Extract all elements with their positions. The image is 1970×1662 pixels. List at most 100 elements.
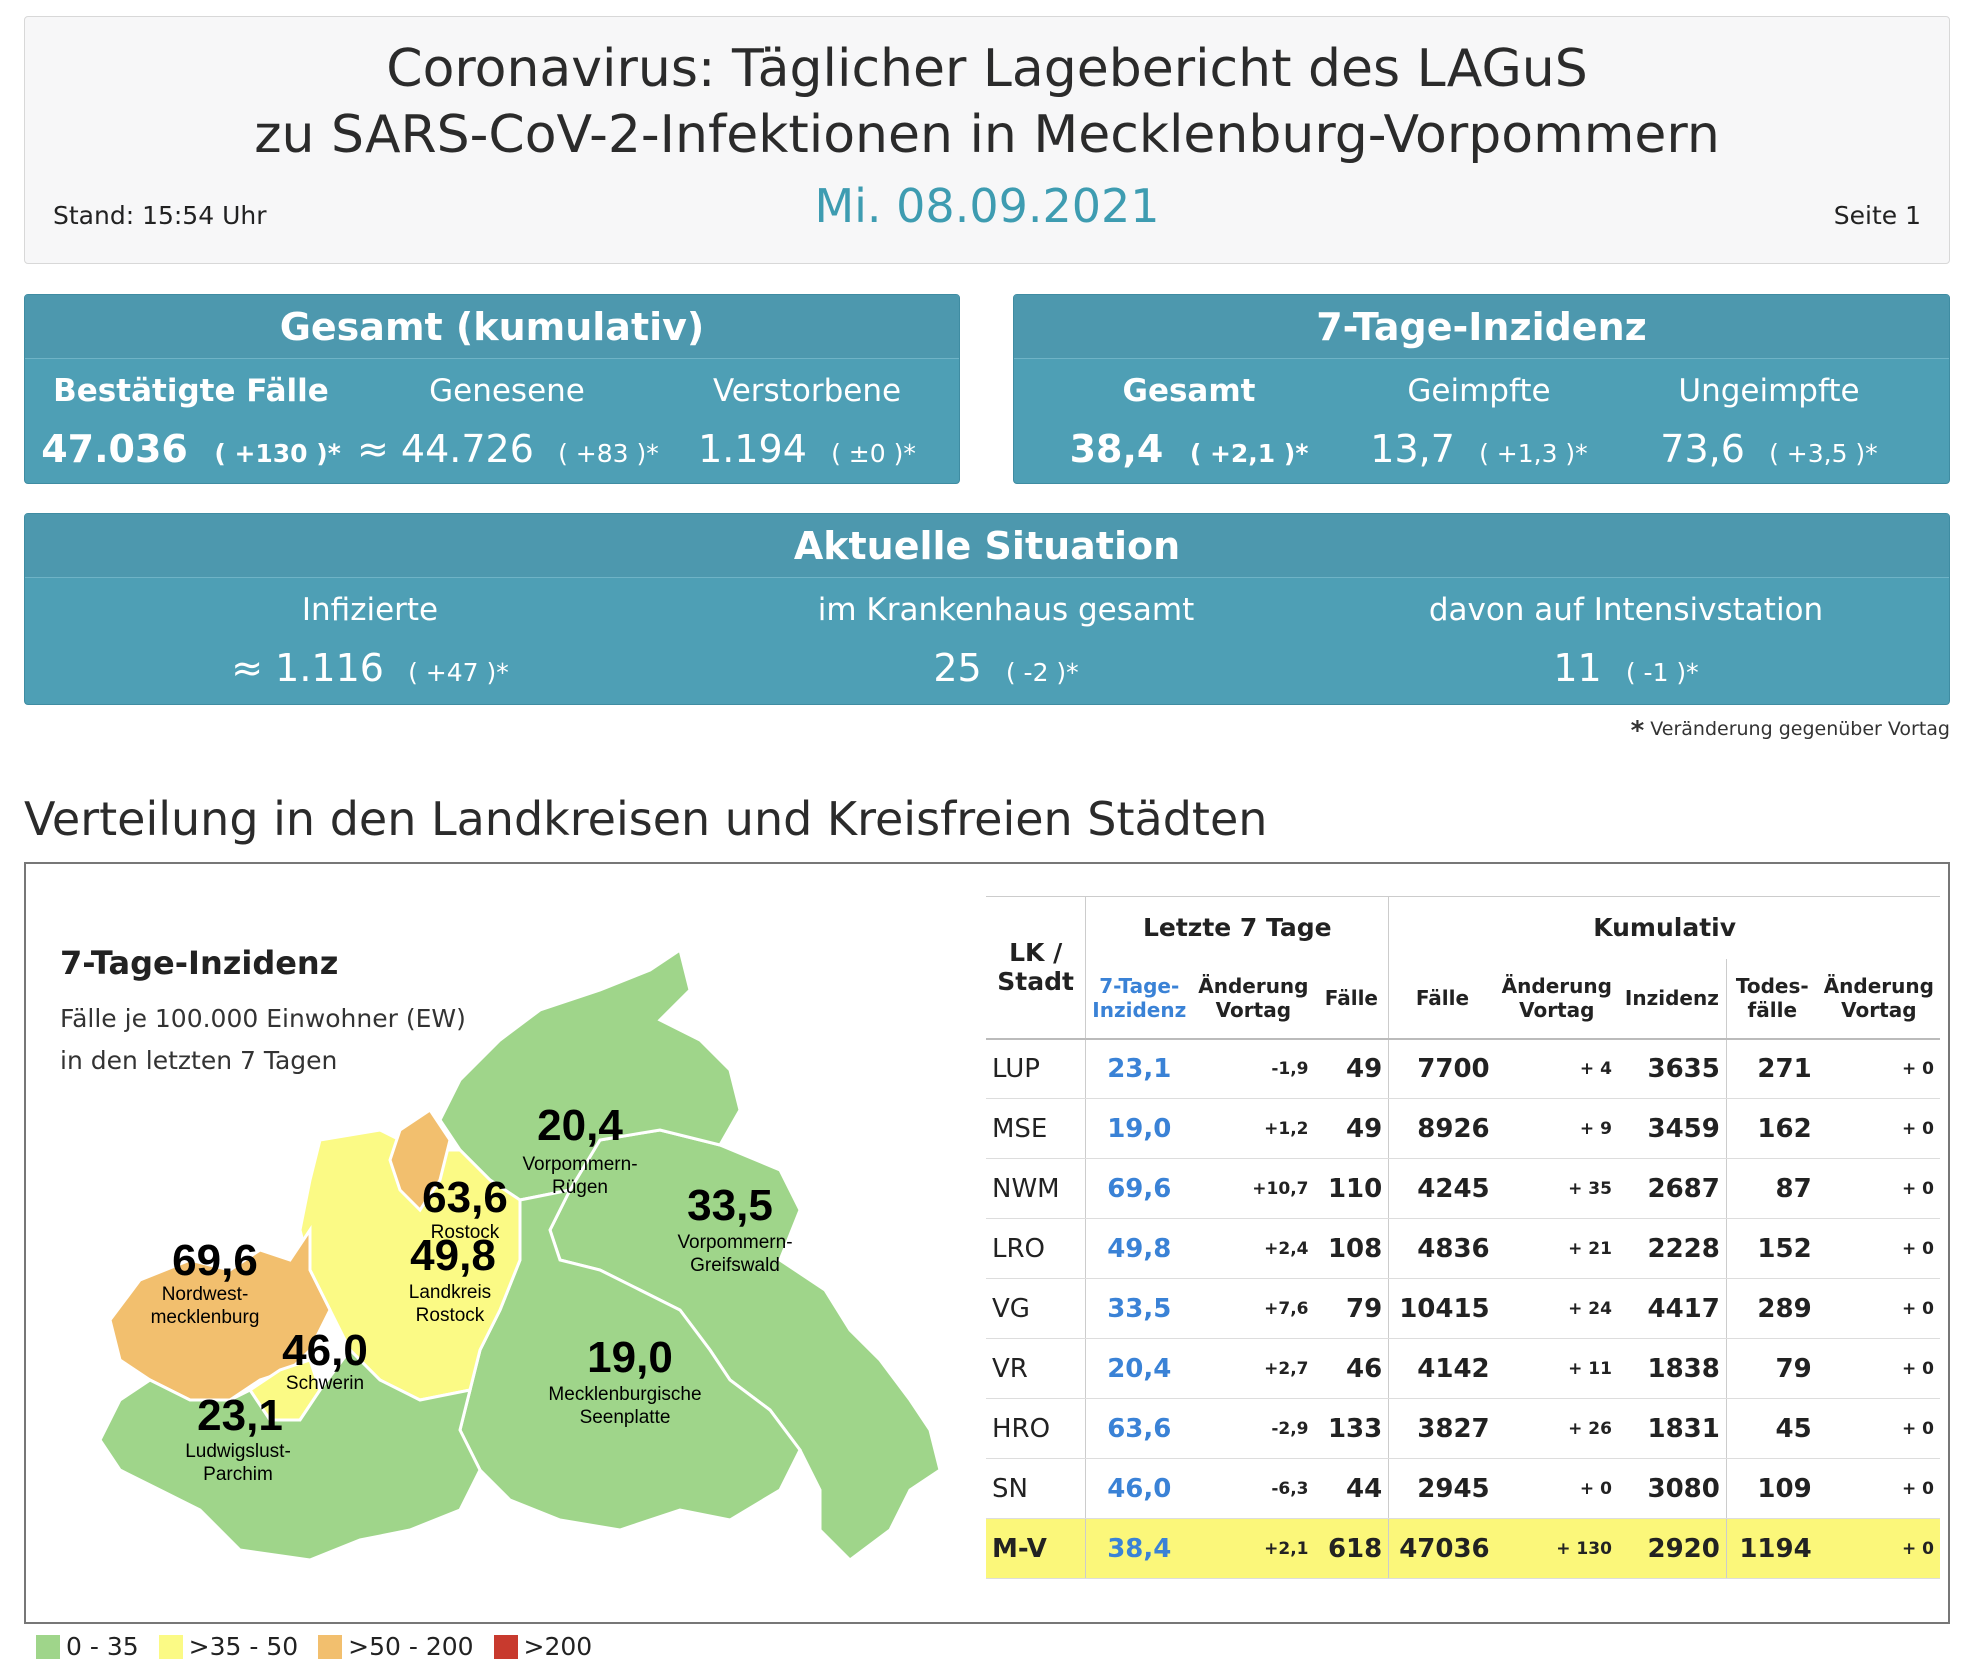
table-cell-dt: + 0 <box>1817 1158 1940 1219</box>
map-label: Ludwigslust- <box>185 1441 291 1462</box>
district-table: LK / Stadt Letzte 7 Tage Kumulativ 7-Tage… <box>986 896 1940 1579</box>
header-lk-stadt: LK / Stadt <box>986 896 1086 1040</box>
map-value-mecklenburgische-seenplatte: 19,0 <box>587 1333 673 1382</box>
stat-delta: ( +130 )* <box>214 439 341 468</box>
map-title: 7-Tage-Inzidenz <box>60 944 339 982</box>
table-cell-i: 3080 <box>1617 1458 1727 1519</box>
table-cell-i: 3459 <box>1617 1098 1727 1159</box>
stat-infizierte: Infizierte ≈ 1.116 ( +47 )* <box>25 514 715 704</box>
map-value-schwerin: 46,0 <box>282 1326 368 1375</box>
table-cell-inz: 69,6 <box>1085 1158 1193 1219</box>
table-cell-name: LUP <box>986 1038 1086 1099</box>
table-cell-dt: + 0 <box>1817 1398 1940 1459</box>
table-cell-f: 4142 <box>1388 1338 1496 1399</box>
legend-label: 0 - 35 <box>66 1632 139 1661</box>
stat-delta: ( +3,5 )* <box>1769 439 1878 468</box>
table-row: LUP 23,1 -1,9 49 7700 + 4 3635 271 + 0 <box>986 1038 1940 1099</box>
map-label: Rostock <box>416 1305 485 1326</box>
stat-value: 25 ( -2 )* <box>933 646 1079 690</box>
stat-delta: ( +2,1 )* <box>1189 439 1309 468</box>
table-cell-dt: + 0 <box>1817 1458 1940 1519</box>
stat-label: Infizierte <box>301 592 439 628</box>
table-cell-t: 109 <box>1725 1458 1818 1519</box>
stat-verstorbene: Verstorbene 1.194 ( ±0 )* <box>657 295 957 485</box>
table-cell-inz: 49,8 <box>1085 1218 1193 1279</box>
map-label: Greifswald <box>690 1255 780 1276</box>
stat-delta: ( -2 )* <box>1005 658 1079 687</box>
map-subtitle: Fälle je 100.000 Einwohner (EW) <box>60 1004 466 1033</box>
legend-swatch <box>318 1634 343 1659</box>
table-cell-df: + 11 <box>1495 1338 1618 1399</box>
report-title-line2: zu SARS-CoV-2-Infektionen in Mecklenburg… <box>254 105 1720 165</box>
table-cell-f: 4245 <box>1388 1158 1496 1219</box>
stat-inzidenz-gesamt: Gesamt 38,4 ( +2,1 )* <box>1014 295 1364 485</box>
stat-value: 47.036 ( +130 )* <box>41 427 341 471</box>
col-inzidenz: Inzidenz <box>1617 958 1727 1040</box>
table-cell-t: 289 <box>1725 1278 1818 1339</box>
stat-value: 1.194 ( ±0 )* <box>698 427 916 471</box>
table-cell-inz: 63,6 <box>1085 1398 1193 1459</box>
table-cell-f: 3827 <box>1388 1398 1496 1459</box>
table-row: HRO 63,6 -2,9 133 3827 + 26 1831 45 + 0 <box>986 1398 1940 1459</box>
table-cell-i: 2228 <box>1617 1218 1727 1279</box>
header-letzte-7-tage: Letzte 7 Tage <box>1085 896 1389 959</box>
table-cell-t: 79 <box>1725 1338 1818 1399</box>
panel-title: 7-Tage-Inzidenz <box>1014 295 1949 359</box>
stat-krankenhaus: im Krankenhaus gesamt 25 ( -2 )* <box>661 514 1351 704</box>
table-cell-df: + 21 <box>1495 1218 1618 1279</box>
table-cell-name: HRO <box>986 1398 1086 1459</box>
col-todesfaelle: Todes-fälle <box>1725 958 1818 1040</box>
table-cell-dt: + 0 <box>1817 1218 1940 1279</box>
table-cell-name: VR <box>986 1338 1086 1399</box>
table-cell-inz: 19,0 <box>1085 1098 1193 1159</box>
stat-label: davon auf Intensivstation <box>1428 592 1824 628</box>
panel-gesamt-kumulativ: Gesamt (kumulativ) Bestätigte Fälle 47.0… <box>24 294 960 484</box>
panel-7-tage-inzidenz: 7-Tage-Inzidenz Gesamt 38,4 ( +2,1 )* Ge… <box>1013 294 1950 484</box>
table-cell-name: MSE <box>986 1098 1086 1159</box>
table-cell-f: 7700 <box>1388 1038 1496 1099</box>
table-cell-f: 8926 <box>1388 1098 1496 1159</box>
report-date: Mi. 08.09.2021 <box>814 179 1160 233</box>
region-ludwigslust-parchim <box>98 1347 482 1562</box>
footnote: * Veränderung gegenüber Vortag <box>1630 716 1950 746</box>
table-row: VR 20,4 +2,7 46 4142 + 11 1838 79 + 0 <box>986 1338 1940 1399</box>
table-row: SN 46,0 -6,3 44 2945 + 0 3080 109 + 0 <box>986 1458 1940 1519</box>
map-label: Schwerin <box>286 1373 364 1394</box>
table-cell-i: 3635 <box>1617 1038 1727 1099</box>
stat-value: ≈ 1.116 ( +47 )* <box>231 646 509 690</box>
table-cell-t: 87 <box>1725 1158 1818 1219</box>
table-cell-f: 2945 <box>1388 1458 1496 1519</box>
stat-inzidenz-ungeimpfte: Ungeimpfte 73,6 ( +3,5 )* <box>1594 295 1944 485</box>
legend-label: >35 - 50 <box>188 1632 299 1661</box>
col-faelle-7: Fälle <box>1314 958 1389 1040</box>
legend-swatch <box>36 1634 60 1659</box>
table-cell-i: 1838 <box>1617 1338 1727 1399</box>
table-cell-t: 152 <box>1725 1218 1818 1279</box>
panel-title: Aktuelle Situation <box>25 514 1949 578</box>
stat-value: 73,6 ( +3,5 )* <box>1660 427 1878 471</box>
map-value-rostock: 63,6 <box>422 1173 508 1222</box>
table-cell-d7: +1,2 <box>1192 1098 1315 1159</box>
table-cell-f7: 133 <box>1314 1398 1389 1459</box>
region-rostock <box>388 1107 452 1213</box>
legend-item: >200 <box>493 1632 592 1661</box>
map-label: Parchim <box>203 1464 273 1485</box>
table-row: NWM 69,6 +10,7 110 4245 + 35 2687 87 + 0 <box>986 1158 1940 1219</box>
map-legend: 0 - 35 >35 - 50 >50 - 200 >200 <box>36 1632 612 1661</box>
table-cell-i: 4417 <box>1617 1278 1727 1339</box>
map-label: Rostock <box>431 1222 500 1243</box>
table-cell-f7: 110 <box>1314 1158 1389 1219</box>
table-cell-d7: -6,3 <box>1192 1458 1315 1519</box>
table-cell-f: 4836 <box>1388 1218 1496 1279</box>
table-cell-d7: +10,7 <box>1192 1158 1315 1219</box>
table-cell-dt: + 0 <box>1817 1098 1940 1159</box>
table-row: VG 33,5 +7,6 79 10415 + 24 4417 289 + 0 <box>986 1278 1940 1339</box>
map-label: Vorpommern- <box>677 1232 792 1253</box>
stat-label: Gesamt <box>1122 373 1256 409</box>
table-cell-f: 10415 <box>1388 1278 1496 1339</box>
table-cell-dt: + 0 <box>1817 1338 1940 1399</box>
table-cell-f7: 79 <box>1314 1278 1389 1339</box>
stat-delta: ( +47 )* <box>408 658 509 687</box>
table-cell-df: + 35 <box>1495 1158 1618 1219</box>
panel-title: Gesamt (kumulativ) <box>25 295 959 359</box>
